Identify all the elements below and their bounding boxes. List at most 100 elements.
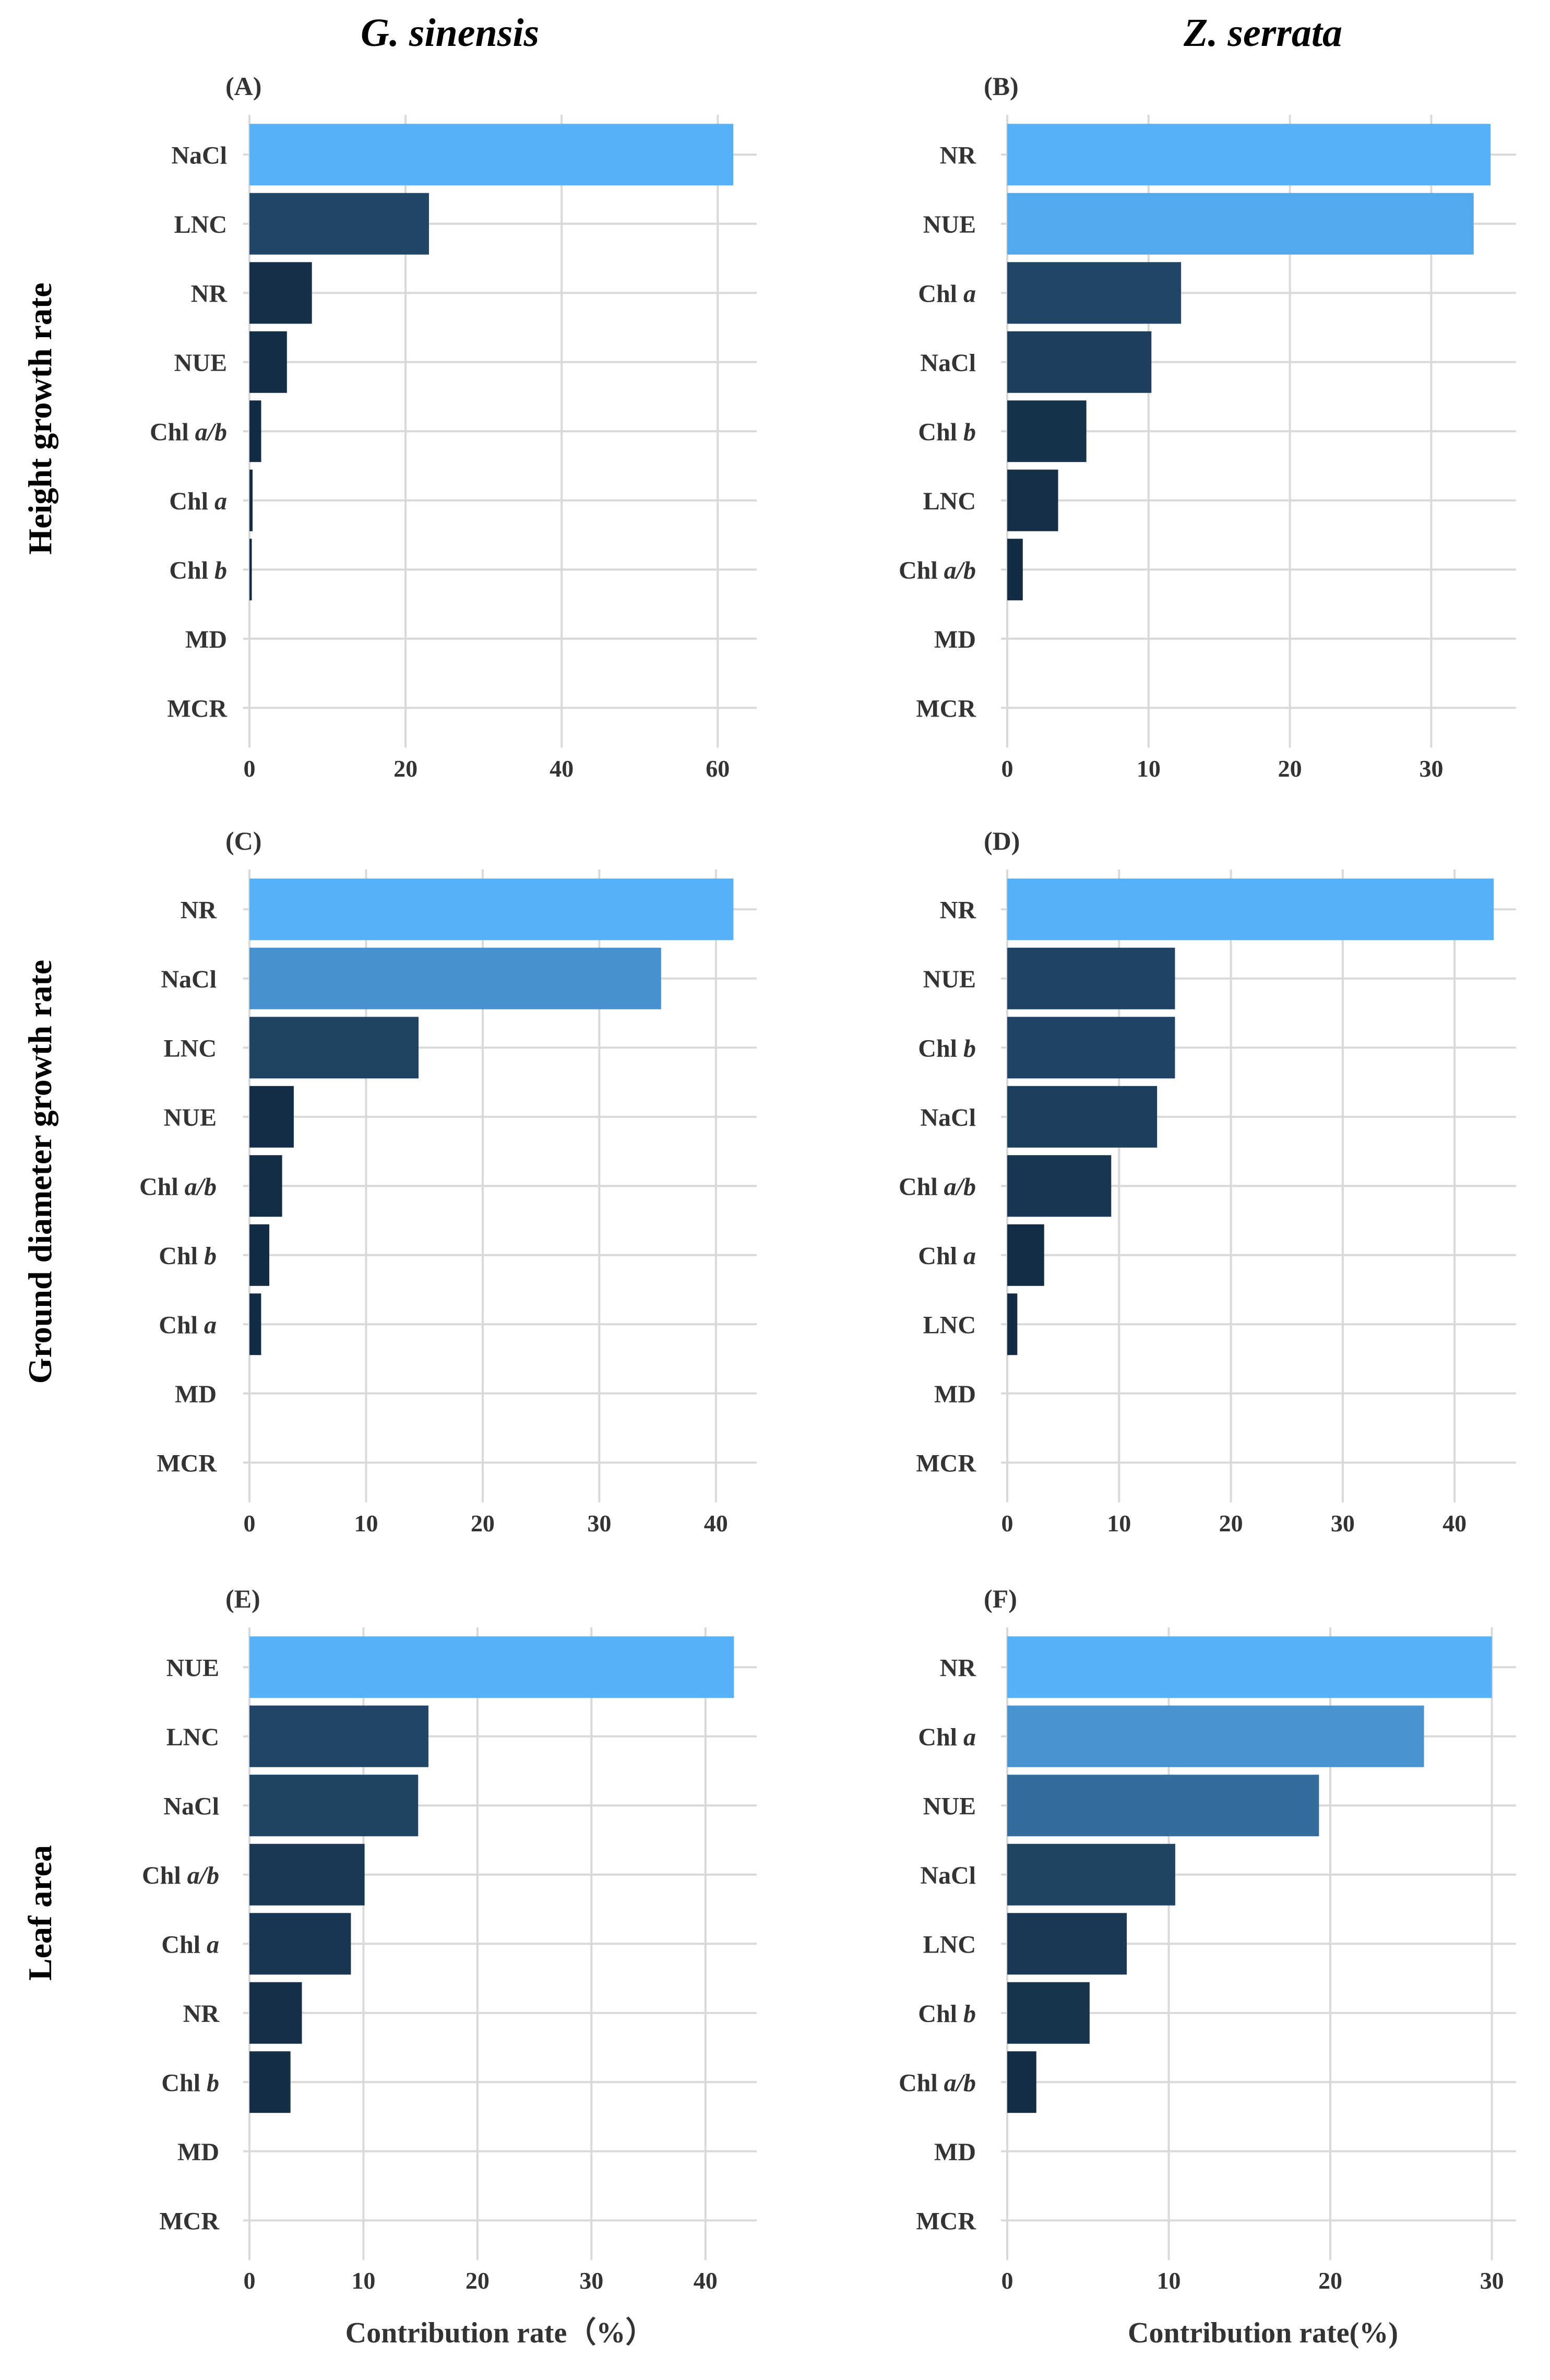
column-title-right: Z. serrata xyxy=(1183,11,1342,55)
category-label: MCR xyxy=(916,2207,976,2235)
panel-f: NR Chl a NUE NaCl LNC Chl b Chl a/b MD MCR 0 10 20 3… xyxy=(899,1584,1516,2294)
category-label: Chl b xyxy=(918,418,976,446)
category-label: Chl a/b xyxy=(139,1173,217,1200)
panel-tag: (C) xyxy=(225,826,261,855)
tick-label: 10 xyxy=(351,2267,375,2294)
category-label: Chl b xyxy=(918,2000,976,2028)
tick-label: 0 xyxy=(244,1510,256,1537)
bar xyxy=(249,1982,302,2044)
bar xyxy=(249,1843,365,1906)
category-label: Chl b xyxy=(161,2069,219,2097)
bar xyxy=(1007,124,1491,186)
bar xyxy=(1007,400,1087,462)
category-label: MD xyxy=(934,626,976,653)
category-label: NR xyxy=(183,2000,220,2028)
row-title-height: Height growth rate xyxy=(21,282,58,554)
tick-label: 20 xyxy=(471,1510,495,1537)
category-label: NaCl xyxy=(163,1792,219,1820)
tick-label: 30 xyxy=(1420,755,1444,782)
tick-label: 10 xyxy=(1137,755,1161,782)
category-label: LNC xyxy=(164,1034,217,1062)
bar xyxy=(1007,1982,1090,2044)
bar xyxy=(249,1155,282,1217)
category-label: LNC xyxy=(923,487,976,515)
bar xyxy=(249,878,734,941)
category-label: NR xyxy=(181,896,218,924)
bar xyxy=(249,1017,419,1079)
category-label: MCR xyxy=(159,2207,220,2235)
bar xyxy=(249,331,287,393)
category-label: NUE xyxy=(923,1792,976,1820)
category-label: Chl b xyxy=(918,1034,976,1062)
category-label: MD xyxy=(177,2138,219,2166)
category-label: Chl a xyxy=(159,1311,217,1339)
row-title-leaf-area: Leaf area xyxy=(21,1845,58,1981)
category-label: NR xyxy=(191,280,228,307)
tick-label: 0 xyxy=(1001,2267,1014,2294)
tick-label: 20 xyxy=(466,2267,490,2294)
tick-label: 30 xyxy=(587,1510,611,1537)
tick-label: 0 xyxy=(244,2267,256,2294)
category-label: NR xyxy=(940,1654,977,1682)
category-label: MCR xyxy=(916,695,976,722)
panel-b: NR NUE Chl a NaCl Chl b LNC Chl a/b MD MCR 0 10 20 3… xyxy=(899,72,1516,782)
category-label: Chl a/b xyxy=(150,418,227,446)
category-label: NUE xyxy=(166,1654,219,1682)
bar xyxy=(249,1086,294,1148)
bar xyxy=(249,469,253,531)
category-label: MCR xyxy=(916,1449,976,1477)
tick-label: 40 xyxy=(694,2267,718,2294)
category-label: MD xyxy=(175,1381,217,1408)
bar xyxy=(1007,1155,1112,1217)
bar xyxy=(1007,193,1474,255)
bar xyxy=(249,1224,269,1286)
category-label: Chl b xyxy=(169,556,227,584)
category-label: MCR xyxy=(167,695,228,722)
category-label: LNC xyxy=(923,1311,976,1339)
panel-tag: (D) xyxy=(984,826,1020,855)
category-label: LNC xyxy=(166,1723,219,1751)
category-label: Chl a xyxy=(161,1931,219,1958)
tick-label: 20 xyxy=(1318,2267,1342,2294)
panels: NaCl LNC NR NUE Chl a/b Chl a Chl b MD MCR 0 20 40 6… xyxy=(139,72,1516,2294)
category-label: Chl a/b xyxy=(142,1862,219,1889)
bar xyxy=(1007,1293,1018,1355)
category-label: Chl a xyxy=(918,280,976,307)
bar xyxy=(249,1705,428,1767)
tick-label: 0 xyxy=(1001,1510,1014,1537)
bar xyxy=(249,1775,419,1837)
bar xyxy=(249,1913,351,1975)
category-label: MD xyxy=(185,626,227,653)
tick-label: 20 xyxy=(1278,755,1302,782)
bar xyxy=(1007,2051,1036,2113)
bar xyxy=(1007,1086,1158,1148)
category-label: NaCl xyxy=(920,349,976,377)
bar xyxy=(1007,1843,1175,1906)
tick-label: 40 xyxy=(1442,1510,1466,1537)
bar xyxy=(249,1293,261,1355)
bar xyxy=(1007,878,1494,941)
panel-a: NaCl LNC NR NUE Chl a/b Chl a Chl b MD MCR 0 20 40 6… xyxy=(150,72,757,782)
tick-label: 30 xyxy=(1331,1510,1355,1537)
category-label: Chl a xyxy=(918,1723,976,1751)
category-label: NUE xyxy=(174,349,227,377)
category-label: NUE xyxy=(164,1104,217,1132)
panel-e: NUE LNC NaCl Chl a/b Chl a NR Chl b MD MCR 0 10 20 3… xyxy=(142,1584,757,2294)
category-label: LNC xyxy=(174,211,227,239)
category-label: NaCl xyxy=(161,966,217,993)
category-label: NUE xyxy=(923,211,976,239)
category-label: NUE xyxy=(923,966,976,993)
category-label: MD xyxy=(934,2138,976,2166)
bar xyxy=(1007,1224,1044,1286)
panel-d: NR NUE Chl b NaCl Chl a/b Chl a LNC MD MCR 0 10 20 3… xyxy=(899,826,1516,1537)
category-label: Chl a xyxy=(918,1242,976,1270)
bar xyxy=(1007,947,1175,1009)
tick-label: 60 xyxy=(706,755,730,782)
category-label: Chl a/b xyxy=(899,2069,976,2097)
bar xyxy=(249,262,312,324)
category-label: NaCl xyxy=(171,141,227,169)
panel-tag: (B) xyxy=(984,72,1019,101)
bar xyxy=(1007,1775,1319,1837)
bar xyxy=(1007,1913,1127,1975)
